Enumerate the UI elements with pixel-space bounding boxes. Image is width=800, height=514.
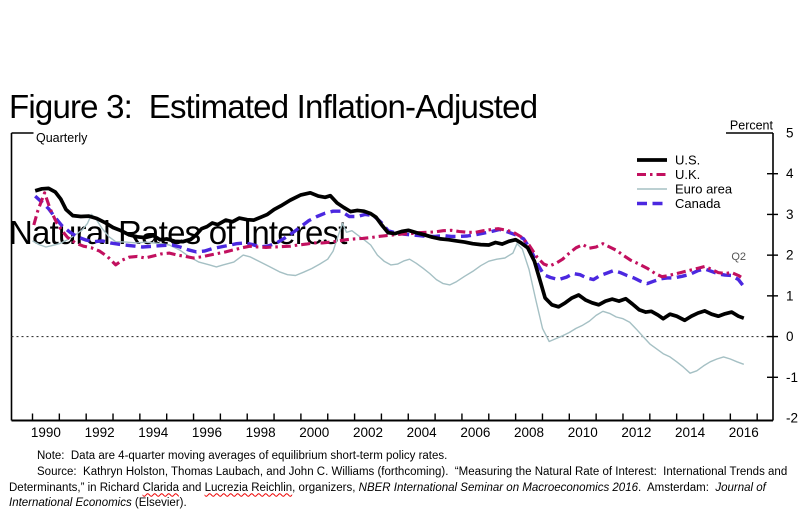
legend-label-uk: U.K. (675, 167, 700, 182)
source-segment: . Amsterdam: (638, 481, 716, 494)
legend-label-us: U.S. (675, 153, 700, 168)
note-text: Note: Data are 4-quarter moving averages… (37, 450, 448, 462)
series-line-us (34, 186, 745, 323)
x-tick-label-1996: 1996 (192, 425, 222, 440)
y-tick-label-1: 1 (786, 288, 794, 303)
x-tick-label-1998: 1998 (246, 425, 276, 440)
x-tick-label-1992: 1992 (85, 425, 115, 440)
series-line-uk (32, 191, 745, 281)
series-line-canada (34, 194, 746, 288)
source-segment: Lucrezia Reichlin (204, 481, 293, 494)
figure-title-line1: Figure 3: Estimated Inflation-Adjusted (9, 88, 538, 125)
source-segment: and (179, 481, 205, 494)
legend-label-euro-area: Euro area (675, 182, 733, 197)
source-segment: (Elsevier). (131, 497, 187, 510)
y-tick-label-3: 3 (786, 207, 794, 222)
x-tick-label-2012: 2012 (621, 425, 651, 440)
y-tick-label-5: 5 (786, 126, 794, 141)
x-tick-label-1990: 1990 (31, 425, 61, 440)
footnotes: Note: Data are 4-quarter moving averages… (9, 449, 795, 512)
legend-item-uk: U.K. (637, 167, 700, 182)
x-tick-label-2000: 2000 (299, 425, 329, 440)
legend-item-canada: Canada (637, 196, 721, 211)
x-tick-label-2002: 2002 (353, 425, 383, 440)
x-tick-label-2006: 2006 (460, 425, 490, 440)
source-segment: Source: Kathryn Holston, Thomas Laubach,… (9, 465, 791, 494)
source-segment: NBER International Seminar on Macroecono… (358, 481, 638, 494)
last-obs-label: Q2 (731, 251, 746, 263)
source-segment: Clarida (142, 481, 180, 494)
y-tick-label-4: 4 (786, 166, 794, 181)
y-tick-label--1: -1 (786, 370, 798, 385)
x-tick-label-1994: 1994 (138, 425, 169, 440)
source-segment: Journal of International Economics (9, 481, 770, 510)
series-line-euro-area (32, 213, 745, 374)
legend-item-euro-area: Euro area (637, 182, 733, 197)
x-tick-label-2010: 2010 (568, 425, 598, 440)
x-tick-label-2016: 2016 (729, 425, 759, 440)
x-tick-label-2004: 2004 (407, 425, 438, 440)
y-tick-label--2: -2 (786, 410, 798, 425)
frequency-label: Quarterly (36, 131, 88, 145)
legend-label-canada: Canada (675, 196, 721, 211)
x-tick-label-2008: 2008 (514, 425, 544, 440)
source-text: Source: Kathryn Holston, Thomas Laubach,… (9, 465, 795, 512)
y-tick-label-0: 0 (786, 329, 794, 344)
y-tick-label-2: 2 (786, 248, 794, 263)
legend-item-us: U.S. (637, 153, 700, 168)
source-segment: , organizers, (292, 481, 359, 494)
unit-label: Percent (730, 119, 774, 133)
x-tick-label-2014: 2014 (675, 425, 706, 440)
